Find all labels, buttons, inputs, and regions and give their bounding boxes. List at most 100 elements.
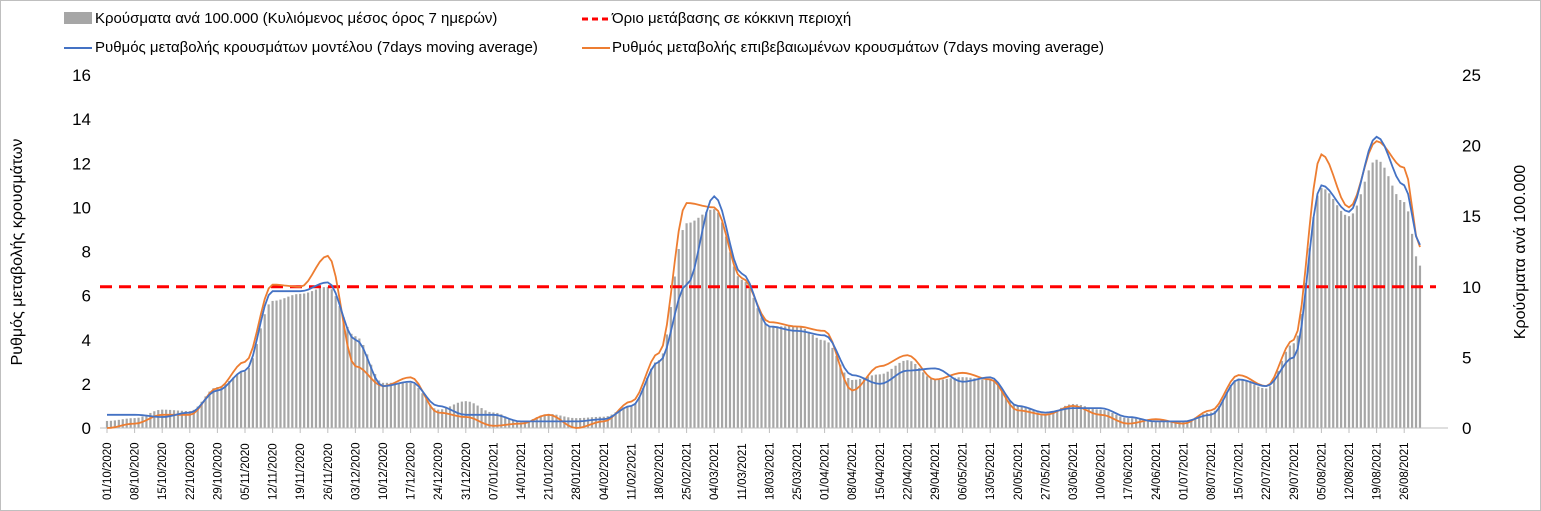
bar: [1186, 420, 1189, 428]
bar: [184, 410, 187, 428]
bar: [259, 328, 262, 428]
bar: [985, 379, 988, 428]
bar: [1000, 389, 1004, 428]
bar: [622, 407, 625, 428]
bar: [251, 358, 254, 428]
y-axis-right: 0 5 10 15 20 25: [1462, 66, 1481, 438]
y-right-tick-label: 20: [1462, 137, 1481, 156]
bar: [496, 412, 499, 428]
x-tick-label: 05/11/2020: [240, 443, 252, 500]
bar: [535, 417, 538, 428]
bar: [1154, 420, 1157, 428]
bar: [1095, 409, 1098, 428]
bar: [653, 362, 657, 428]
bar: [196, 406, 199, 428]
x-tick-label: 18/03/2021: [764, 442, 776, 500]
bar: [1320, 187, 1323, 428]
bar: [1379, 161, 1382, 428]
bar: [145, 414, 148, 428]
bar: [732, 266, 736, 428]
x-tick-label: 03/12/2020: [350, 442, 362, 500]
bar: [381, 382, 385, 428]
bar: [791, 326, 795, 428]
bar: [1257, 386, 1260, 428]
bar: [275, 300, 278, 428]
bar: [590, 417, 594, 428]
bar: [310, 291, 314, 428]
bar: [448, 406, 452, 428]
bar: [523, 421, 527, 428]
legend-label-model: Ρυθμός μεταβολής κρουσμάτων μοντέλου (7d…: [95, 39, 538, 56]
bar: [1399, 199, 1402, 428]
bar: [263, 314, 266, 428]
bar: [839, 364, 842, 428]
bar: [724, 236, 728, 428]
bar: [1020, 405, 1023, 428]
bar: [504, 416, 507, 428]
bar: [969, 377, 972, 428]
bar: [397, 382, 400, 428]
x-tick-label: 24/12/2020: [433, 442, 445, 500]
bar: [1166, 420, 1169, 428]
bar: [638, 396, 641, 428]
bar: [701, 214, 704, 428]
bar: [878, 374, 881, 428]
bar: [165, 409, 168, 428]
bar: [807, 331, 810, 428]
bar: [1198, 415, 1201, 428]
bar: [1225, 391, 1228, 428]
x-tick-label: 20/05/2021: [1013, 442, 1025, 500]
bar: [1249, 382, 1252, 428]
bar: [362, 344, 365, 428]
bar: [1332, 198, 1335, 428]
bar: [1221, 399, 1224, 428]
bar: [1359, 194, 1362, 428]
bar: [1052, 412, 1055, 428]
bar: [172, 410, 176, 428]
x-tick-label: 01/04/2021: [820, 442, 832, 500]
x-tick-label: 10/06/2021: [1096, 442, 1108, 500]
y-left-tick-label: 10: [72, 198, 91, 217]
x-tick-label: 15/07/2021: [1234, 442, 1246, 500]
x-tick-label: 01/07/2021: [1178, 442, 1190, 500]
x-tick-label: 22/04/2021: [902, 442, 914, 500]
bar: [212, 388, 215, 428]
bar: [977, 378, 980, 428]
bar: [1099, 409, 1102, 428]
bar: [993, 381, 996, 428]
bar: [401, 382, 404, 428]
bar: [1190, 419, 1193, 428]
bar: [306, 292, 310, 428]
bar: [929, 379, 933, 428]
bar: [1016, 405, 1019, 428]
bar: [1083, 406, 1086, 428]
bar: [815, 337, 818, 428]
bar: [989, 379, 992, 428]
bar: [488, 411, 491, 428]
x-tick-label: 14/01/2021: [516, 442, 528, 500]
bar: [898, 362, 901, 428]
bar: [1071, 403, 1075, 428]
bar: [1075, 404, 1079, 428]
x-tick-label: 01/10/2020: [102, 442, 114, 500]
bar: [334, 296, 337, 428]
legend-label-confirmed: Ρυθμός μεταβολής επιβεβαιωμένων κρουσμάτ…: [612, 39, 1104, 56]
bar: [1351, 213, 1355, 428]
bar: [717, 212, 720, 428]
bar: [1079, 405, 1082, 428]
bar: [247, 368, 251, 428]
bar: [575, 418, 578, 428]
bar: [377, 380, 381, 428]
bar: [764, 324, 767, 428]
bar: [847, 378, 850, 428]
bar: [1024, 407, 1027, 428]
bar: [886, 371, 889, 428]
bar: [1241, 379, 1244, 428]
bar: [153, 411, 156, 428]
x-tick-label: 29/04/2021: [930, 442, 942, 500]
bar: [870, 375, 874, 428]
bar: [216, 387, 219, 428]
bar: [973, 378, 976, 428]
x-tick-label: 17/06/2021: [1123, 442, 1135, 500]
bar: [322, 287, 325, 428]
